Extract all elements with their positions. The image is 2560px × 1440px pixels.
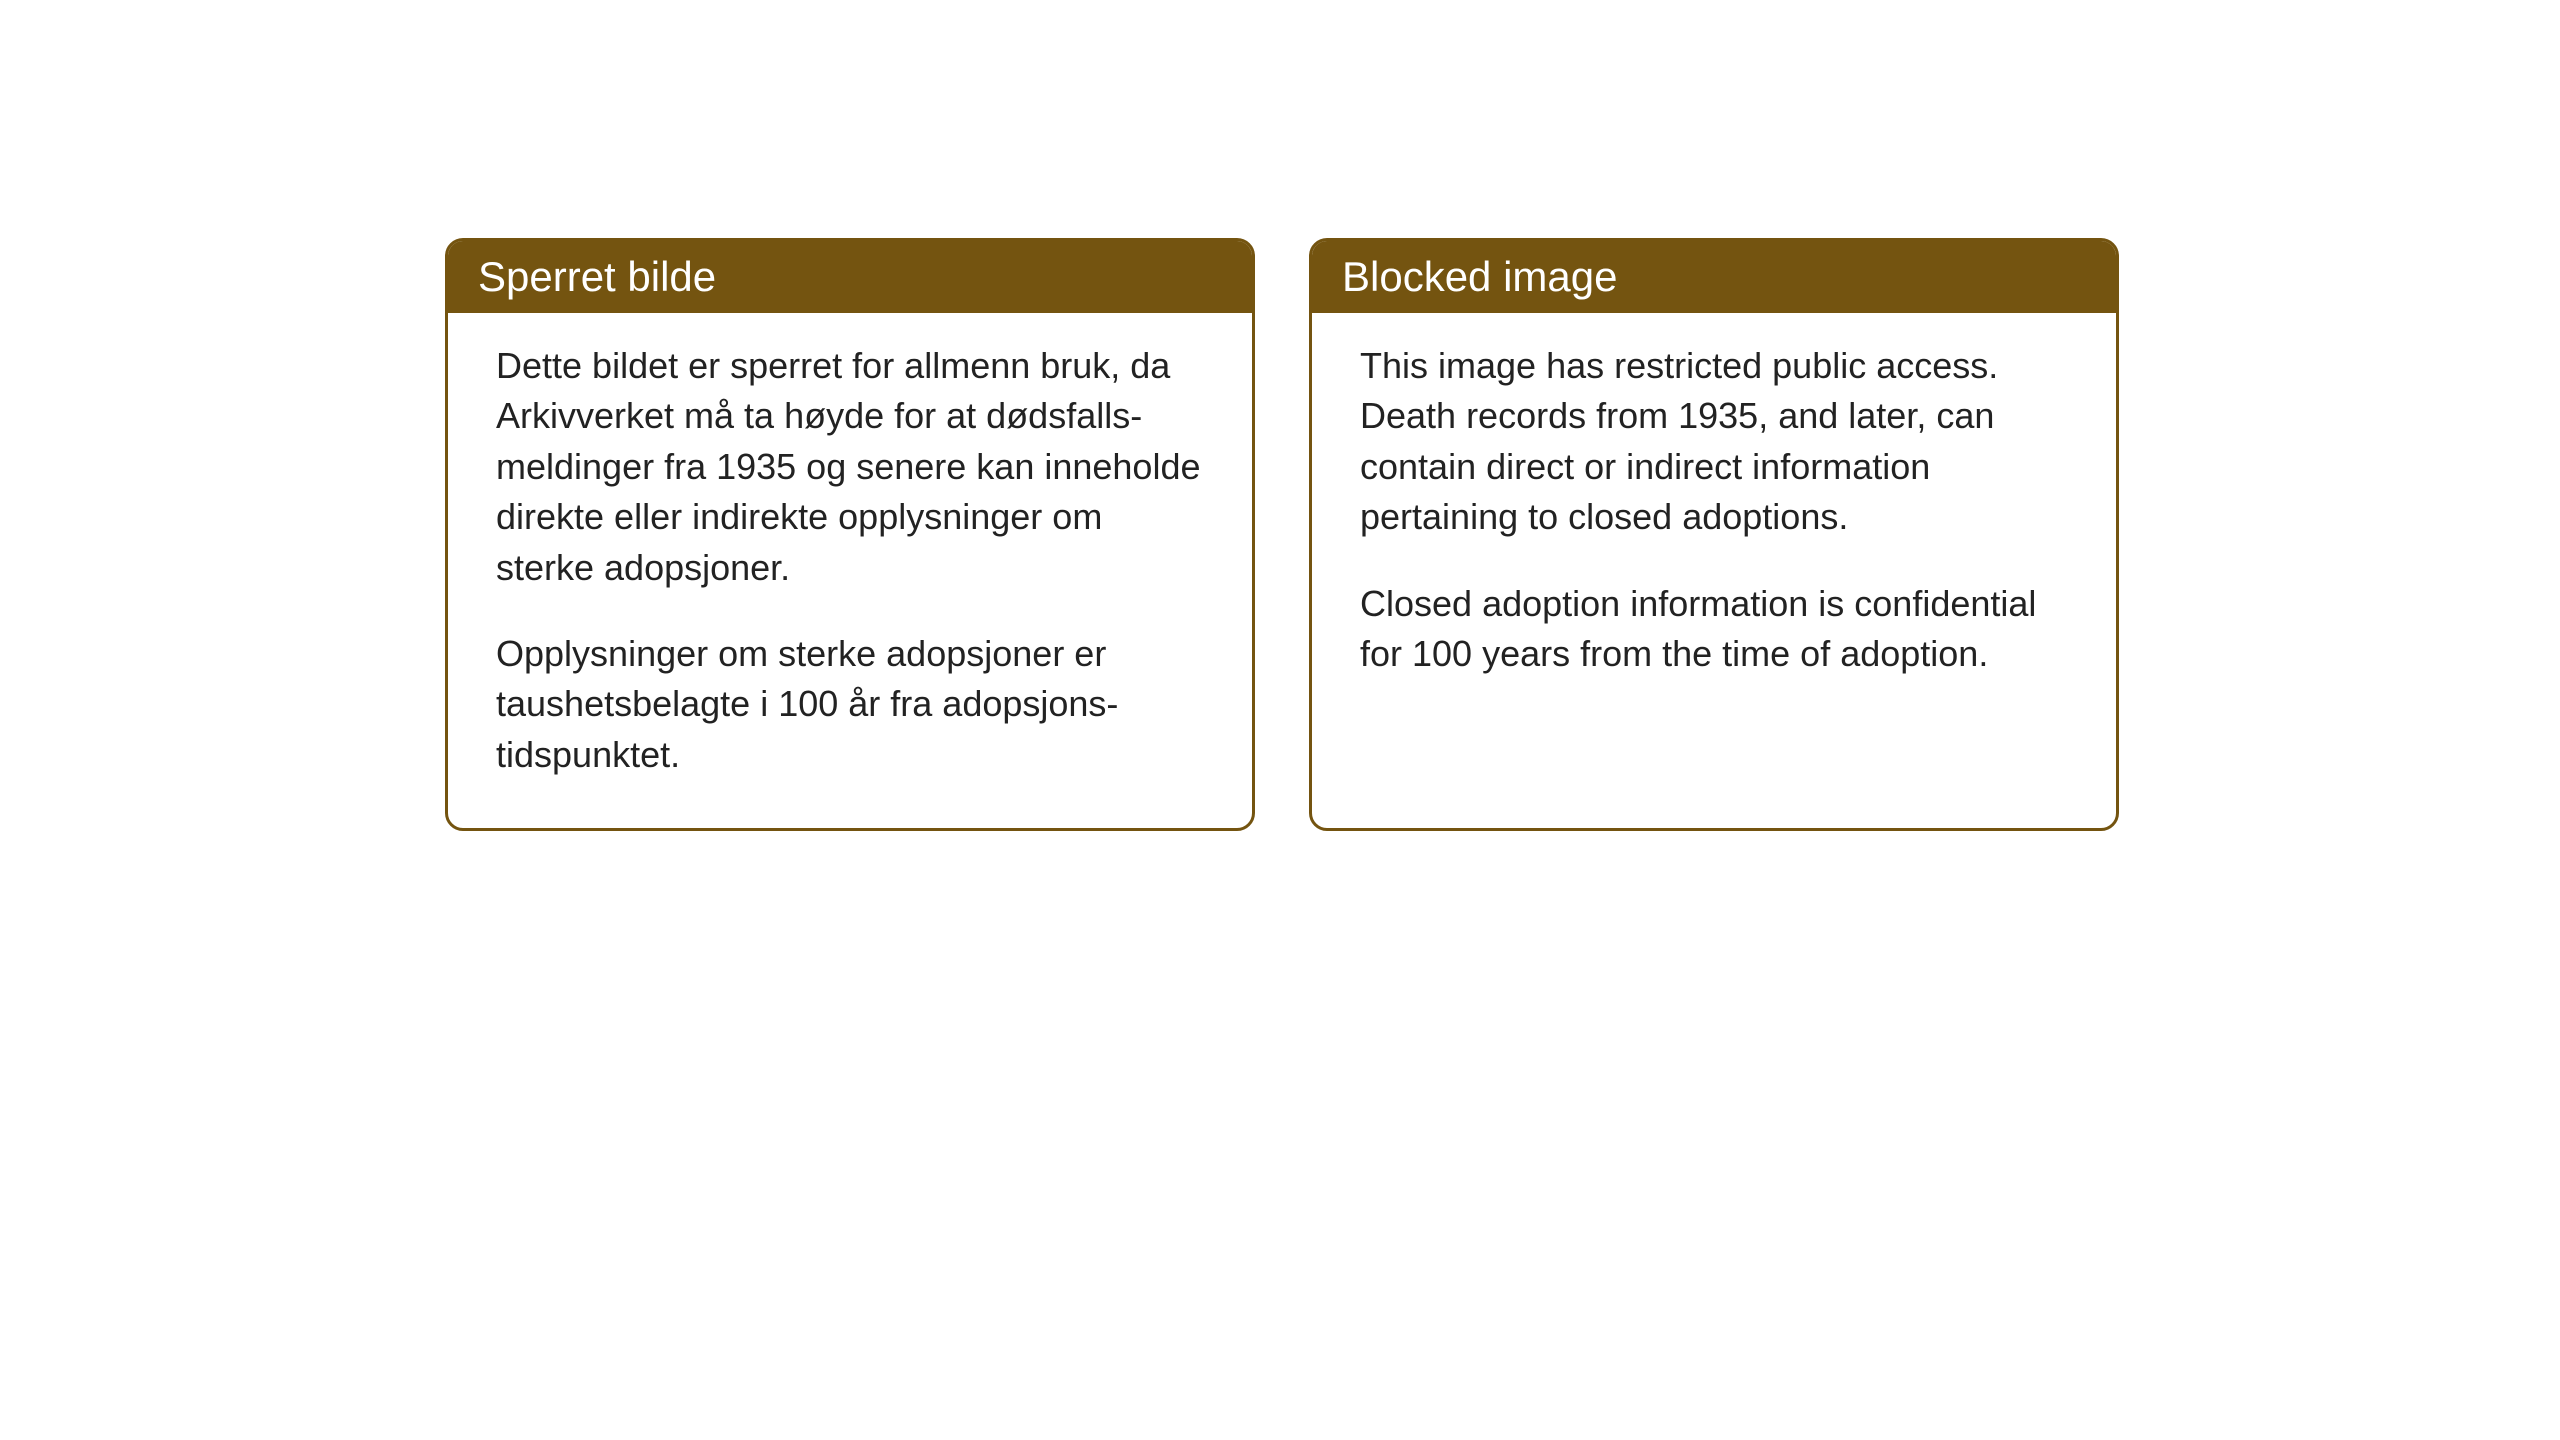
english-paragraph-2: Closed adoption information is confident… bbox=[1360, 579, 2068, 680]
norwegian-card-body: Dette bildet er sperret for allmenn bruk… bbox=[448, 313, 1252, 828]
english-card-title: Blocked image bbox=[1312, 241, 2116, 313]
norwegian-notice-card: Sperret bilde Dette bildet er sperret fo… bbox=[445, 238, 1255, 831]
norwegian-paragraph-1: Dette bildet er sperret for allmenn bruk… bbox=[496, 341, 1204, 593]
notice-container: Sperret bilde Dette bildet er sperret fo… bbox=[445, 238, 2119, 831]
english-notice-card: Blocked image This image has restricted … bbox=[1309, 238, 2119, 831]
norwegian-card-title: Sperret bilde bbox=[448, 241, 1252, 313]
norwegian-paragraph-2: Opplysninger om sterke adopsjoner er tau… bbox=[496, 629, 1204, 780]
english-paragraph-1: This image has restricted public access.… bbox=[1360, 341, 2068, 543]
english-card-body: This image has restricted public access.… bbox=[1312, 313, 2116, 727]
